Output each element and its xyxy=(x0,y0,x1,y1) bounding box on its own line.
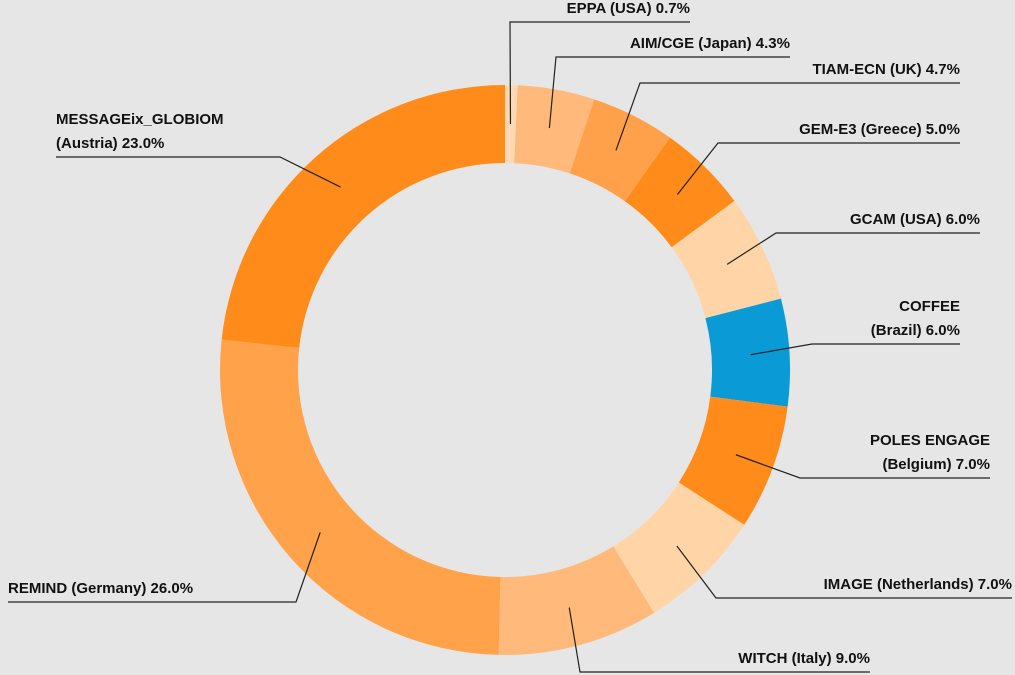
slice-value: 23.0% xyxy=(121,135,165,152)
slice-name: REMIND (Germany) xyxy=(8,580,147,597)
slice-name: AIM/CGE (Japan) xyxy=(629,35,752,52)
slice-label: EPPA (USA) 0.7% xyxy=(567,0,690,21)
slice-label: POLES ENGAGE (Belgium) 7.0% xyxy=(840,429,990,477)
slice-label: GEM-E3 (Greece) 5.0% xyxy=(799,118,960,142)
slice-label: GCAM (USA) 6.0% xyxy=(850,208,980,232)
slice-name: WITCH (Italy) xyxy=(738,650,832,667)
leader-line xyxy=(548,56,790,129)
leader-line xyxy=(750,343,960,356)
leader-line xyxy=(676,545,1012,599)
leader-line xyxy=(615,82,960,151)
donut-slice xyxy=(514,85,595,174)
donut-slice xyxy=(705,298,790,407)
slice-value: 9.0% xyxy=(835,650,870,667)
leader-line xyxy=(726,232,980,265)
slice-name: GCAM (USA) xyxy=(849,211,942,228)
leader-line xyxy=(676,142,960,195)
leader-line xyxy=(735,454,990,479)
donut-slice xyxy=(671,200,781,319)
slice-name: MESSAGEix_GLOBIOM (Austria) xyxy=(56,111,224,152)
slice-value: 6.0% xyxy=(925,322,960,339)
slice-value: 6.0% xyxy=(945,211,980,228)
donut-slice xyxy=(569,99,671,202)
donut-slice xyxy=(678,396,788,525)
leader-line xyxy=(568,607,870,673)
slice-value: 4.7% xyxy=(925,61,960,78)
slice-name: TIAM-ECN (UK) xyxy=(812,61,922,78)
slice-value: 26.0% xyxy=(150,580,194,597)
slice-name: IMAGE (Netherlands) xyxy=(823,576,974,593)
slice-name: COFFEE (Brazil) xyxy=(870,298,960,339)
slice-label: AIM/CGE (Japan) 4.3% xyxy=(630,32,790,56)
slice-value: 0.7% xyxy=(655,0,690,17)
slice-label: COFFEE (Brazil) 6.0% xyxy=(850,295,960,343)
leader-line xyxy=(8,532,321,603)
slice-name: GEM-E3 (Greece) xyxy=(799,121,922,138)
slice-value: 7.0% xyxy=(955,456,990,473)
donut-slice xyxy=(505,85,518,164)
leader-line xyxy=(56,156,341,188)
leader-line xyxy=(509,21,690,125)
slice-label: REMIND (Germany) 26.0% xyxy=(8,577,193,601)
slice-name: POLES ENGAGE (Belgium) xyxy=(869,432,990,473)
slice-label: WITCH (Italy) 9.0% xyxy=(738,647,870,671)
donut-slice xyxy=(220,339,501,655)
slice-value: 5.0% xyxy=(925,121,960,138)
slice-label: TIAM-ECN (UK) 4.7% xyxy=(812,58,960,82)
slice-name: EPPA (USA) xyxy=(566,0,652,17)
slice-label: IMAGE (Netherlands) 7.0% xyxy=(824,573,1012,597)
donut-slice xyxy=(221,85,506,348)
slice-value: 4.3% xyxy=(755,35,790,52)
donut-slice xyxy=(498,546,655,655)
slice-label: MESSAGEix_GLOBIOM (Austria) 23.0% xyxy=(56,108,236,156)
slice-value: 7.0% xyxy=(977,576,1012,593)
